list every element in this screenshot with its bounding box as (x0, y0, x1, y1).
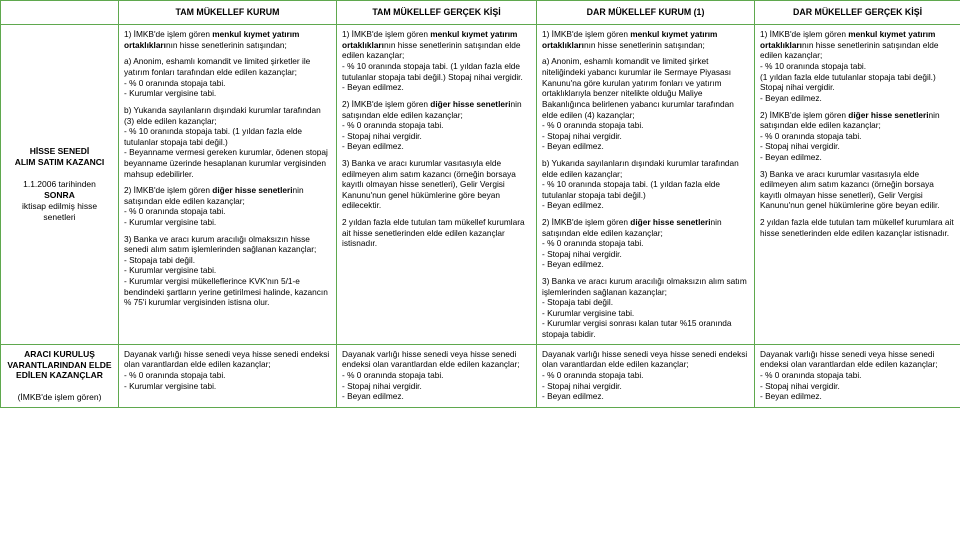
r1c1p10: - Kurumlar vergisine tabi. (124, 217, 331, 228)
r1c3p16: - Kurumlar vergisi sonrası kalan tutar %… (542, 318, 732, 339)
r1c4p5a: 2) İMKB'de işlem gören (760, 110, 848, 120)
row1-hdr-l2: ALIM SATIM KAZANCI (15, 157, 105, 167)
r2c1p3: - Kurumlar vergisine tabi. (124, 381, 216, 391)
r1c3p7: - % 10 oranında stopaja tabi. (1 yıldan … (542, 179, 720, 200)
r1c1p1c: nın hisse senetlerinin satışından; (166, 40, 287, 50)
r1c2p6: - Stopaj nihai vergidir. (342, 131, 422, 141)
header-row: TAM MÜKELLEF KURUM TAM MÜKELLEF GERÇEK K… (1, 1, 960, 25)
r1c2p9: 2 yıldan fazla elde tutulan tam mükellef… (342, 217, 525, 248)
r1c2p3: - Beyan edilmez. (342, 82, 531, 93)
r1c4p5b: diğer hisse senetleri (848, 110, 928, 120)
r2c3p1: Dayanak varlığı hisse senedi veya hisse … (542, 349, 747, 370)
r2c4p1: Dayanak varlığı hisse senedi veya hisse … (760, 349, 938, 370)
row2-hdr-l2: (İMKB'de işlem gören) (18, 392, 102, 402)
r2c2p2: - % 0 oranında stopaja tabi. (342, 370, 443, 380)
r1c4p4: - Beyan edilmez. (760, 93, 955, 104)
row2-header: ARACI KURULUŞ VARANTLARINDAN ELDE EDİLEN… (1, 344, 119, 407)
r1c3p3: - % 0 oranında stopaja tabi. (542, 120, 643, 130)
r1c2p8: 3) Banka ve aracı kurumlar vasıtasıyla e… (342, 158, 531, 211)
row1-hdr-l3b: SONRA (44, 190, 75, 200)
r1c3p2: a) Anonim, eshamlı komandit ve limited ş… (542, 56, 734, 119)
header-col4: DAR MÜKELLEF GERÇEK KİŞİ (755, 1, 960, 25)
r2c2p1: Dayanak varlığı hisse senedi veya hisse … (342, 349, 520, 370)
row1-hdr-l3: 1.1.2006 tarihinden (23, 179, 96, 189)
r1c4p7: - Stopaj nihai vergidir. (760, 141, 840, 151)
header-col0 (1, 1, 119, 25)
r1c4p10: 2 yıldan fazla elde tutulan tam mükellef… (760, 217, 954, 238)
r2c3p2: - % 0 oranında stopaja tabi. (542, 370, 643, 380)
r2c4p4: - Beyan edilmez. (760, 391, 822, 401)
tax-table: TAM MÜKELLEF KURUM TAM MÜKELLEF GERÇEK K… (0, 0, 960, 408)
r1c1p6: - % 10 oranında stopaja tabi. (1 yıldan … (124, 126, 302, 147)
header-col1: TAM MÜKELLEF KURUM (119, 1, 337, 25)
r1c4p8: - Beyan edilmez. (760, 152, 955, 163)
row1-col3: 1) İMKB'de işlem gören menkul kıymet yat… (537, 25, 755, 344)
r1c3p1a: 1) İMKB'de işlem gören (542, 29, 630, 39)
r2c1p2: - % 0 oranında stopaja tabi. (124, 370, 225, 380)
r1c1p14: - Kurumlar vergisi mükelleflerince KVK'n… (124, 276, 328, 307)
r1c1p11: 3) Banka ve aracı kurum aracılığı olmaks… (124, 234, 316, 255)
row2-col4: Dayanak varlığı hisse senedi veya hisse … (755, 344, 960, 407)
r1c1p2: a) Anonim, eshamlı komandit ve limited ş… (124, 56, 310, 77)
r2c1p1: Dayanak varlığı hisse senedi veya hisse … (124, 349, 329, 370)
r1c2p1a: 1) İMKB'de işlem gören (342, 29, 430, 39)
r1c1p12: - Stopaja tabi değil. (124, 255, 195, 265)
header-col3: DAR MÜKELLEF KURUM (1) (537, 1, 755, 25)
r1c1p3: - % 0 oranında stopaja tabi. (124, 78, 225, 88)
r1c3p1c: nın hisse senetlerinin satışından; (584, 40, 705, 50)
r1c3p13: 3) Banka ve aracı kurum aracılığı olmaks… (542, 276, 747, 297)
row-araci-kurulus: ARACI KURULUŞ VARANTLARINDAN ELDE EDİLEN… (1, 344, 960, 407)
r2c3p3: - Stopaj nihai vergidir. (542, 381, 622, 391)
r1c3p12: - Beyan edilmez. (542, 259, 749, 270)
r1c3p14: - Stopaja tabi değil. (542, 297, 613, 307)
r1c3p9b: diğer hisse senetleri (630, 217, 710, 227)
r1c2p7: - Beyan edilmez. (342, 141, 531, 152)
r2c4p3: - Stopaj nihai vergidir. (760, 381, 840, 391)
r1c1p9: - % 0 oranında stopaja tabi. (124, 206, 225, 216)
row2-hdr-l1: ARACI KURULUŞ VARANTLARINDAN ELDE EDİLEN… (7, 349, 111, 381)
row-hisse-senedi: HİSSE SENEDİ ALIM SATIM KAZANCI 1.1.2006… (1, 25, 960, 344)
r1c3p5: - Beyan edilmez. (542, 141, 749, 152)
header-col2: TAM MÜKELLEF GERÇEK KİŞİ (337, 1, 537, 25)
row1-col2: 1) İMKB'de işlem gören menkul kıymet yat… (337, 25, 537, 344)
r1c1p1a: 1) İMKB'de işlem gören (124, 29, 212, 39)
r2c4p2: - % 0 oranında stopaja tabi. (760, 370, 861, 380)
r1c3p6: b) Yukarıda sayılanların dışındaki kurum… (542, 158, 739, 179)
r1c2p4b: diğer hisse senetleri (430, 99, 510, 109)
r1c4p2: - % 10 oranında stopaja tabi. (760, 61, 866, 71)
r1c4p1a: 1) İMKB'de işlem gören (760, 29, 848, 39)
r1c4p9: 3) Banka ve aracı kurumlar vasıtasıyla e… (760, 169, 955, 211)
r1c4p3: (1 yıldan fazla elde tutulanlar stopaja … (760, 72, 936, 93)
row1-col1: 1) İMKB'de işlem gören menkul kıymet yat… (119, 25, 337, 344)
row2-col2: Dayanak varlığı hisse senedi veya hisse … (337, 344, 537, 407)
row2-col1: Dayanak varlığı hisse senedi veya hisse … (119, 344, 337, 407)
r1c3p4: - Stopaj nihai vergidir. (542, 131, 622, 141)
r1c2p2: - % 10 oranında stopaja tabi. (1 yıldan … (342, 61, 523, 82)
row1-hdr-l4: iktisap edilmiş hisse senetleri (22, 201, 97, 222)
r1c3p8: - Beyan edilmez. (542, 200, 749, 211)
row2-col3: Dayanak varlığı hisse senedi veya hisse … (537, 344, 755, 407)
r1c1p8a: 2) İMKB'de işlem gören (124, 185, 212, 195)
r1c3p10: - % 0 oranında stopaja tabi. (542, 238, 643, 248)
r2c3p4: - Beyan edilmez. (542, 391, 604, 401)
r1c1p8b: diğer hisse senetleri (212, 185, 292, 195)
r1c1p7: - Beyanname vermesi gereken kurumlar, öd… (124, 147, 331, 179)
r1c1p4: - Kurumlar vergisine tabi. (124, 88, 331, 99)
r1c3p9a: 2) İMKB'de işlem gören (542, 217, 630, 227)
r1c3p15: - Kurumlar vergisine tabi. (542, 308, 634, 318)
r2c2p3: - Stopaj nihai vergidir. (342, 381, 422, 391)
r1c2p5: - % 0 oranında stopaja tabi. (342, 120, 443, 130)
r1c4p6: - % 0 oranında stopaja tabi. (760, 131, 861, 141)
row1-col4: 1) İMKB'de işlem gören menkul kıymet yat… (755, 25, 960, 344)
r1c3p11: - Stopaj nihai vergidir. (542, 249, 622, 259)
r1c2p4a: 2) İMKB'de işlem gören (342, 99, 430, 109)
r2c2p4: - Beyan edilmez. (342, 391, 404, 401)
r1c1p13: - Kurumlar vergisine tabi. (124, 265, 216, 275)
r1c1p5: b) Yukarıda sayılanların dışındaki kurum… (124, 105, 321, 126)
row1-header: HİSSE SENEDİ ALIM SATIM KAZANCI 1.1.2006… (1, 25, 119, 344)
row1-hdr-l1: HİSSE SENEDİ (30, 146, 90, 156)
